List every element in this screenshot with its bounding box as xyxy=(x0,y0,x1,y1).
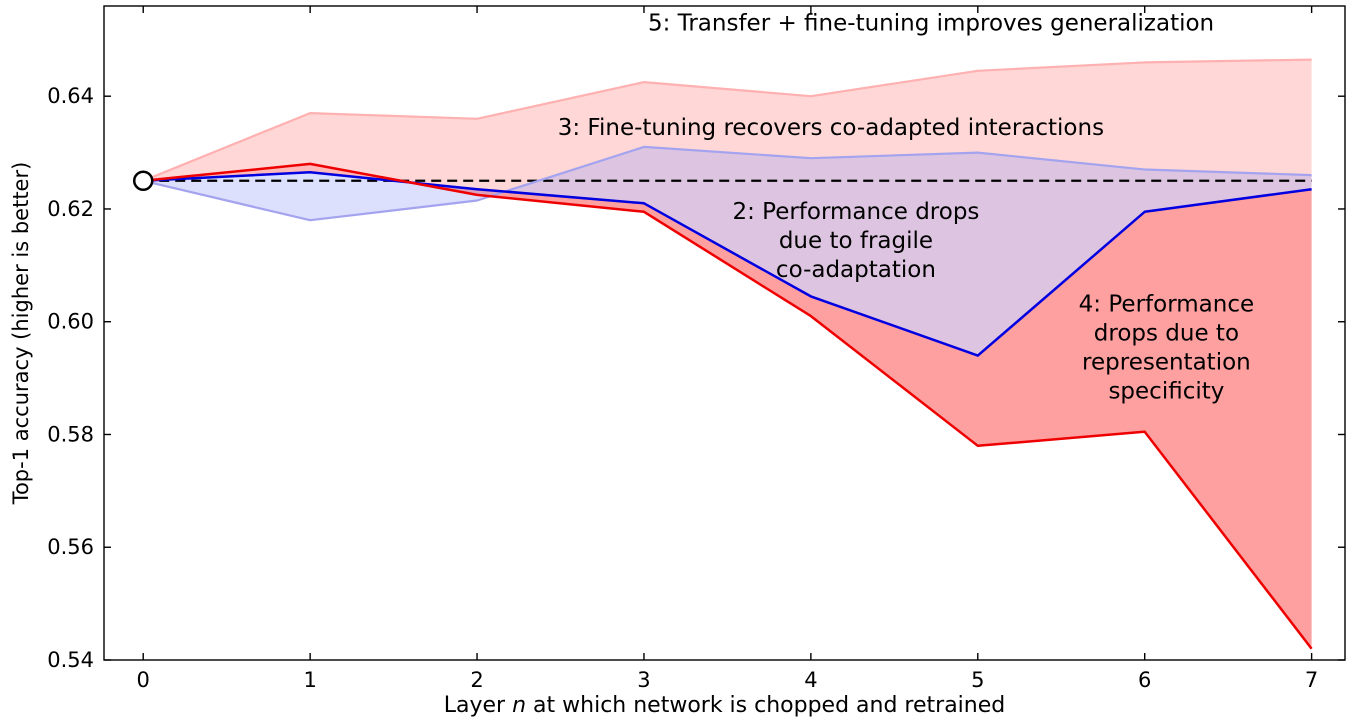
series-line-fragile-coadaptation xyxy=(143,171,1312,357)
fill-region-3-2 xyxy=(143,146,1312,356)
y-tick-label: 0.54 xyxy=(47,648,94,672)
annotation-ann-2-line-1: due to fragile xyxy=(779,228,933,254)
annotation-ann-4-line-0: 4: Performance xyxy=(1079,292,1254,318)
y-tick-label: 0.62 xyxy=(47,197,94,221)
fill-region-5-4 xyxy=(143,59,1312,649)
annotation-ann-3-line-0: 3: Fine-tuning recovers co-adapted inter… xyxy=(558,115,1104,141)
annotation-ann-4-line-2: representation xyxy=(1082,350,1251,376)
annotation-ann-4-line-3: specificity xyxy=(1108,379,1224,405)
y-tick-label: 0.60 xyxy=(47,310,94,334)
series-line-representation-specificity xyxy=(143,162,1313,650)
x-axis-label: Layer n at which network is chopped and … xyxy=(444,693,1005,718)
start-marker xyxy=(132,170,154,192)
x-tick-label: 1 xyxy=(303,668,316,692)
series-line-finetune-recovery xyxy=(142,145,1312,222)
plot-frame xyxy=(103,5,1346,661)
x-tick-label: 0 xyxy=(137,668,150,692)
fill-region-2-4 xyxy=(143,163,1312,649)
annotation-ann-5-line-0: 5: Transfer + fine-tuning improves gener… xyxy=(648,10,1214,36)
x-tick-label: 5 xyxy=(971,668,984,692)
x-tick-label: 7 xyxy=(1305,668,1318,692)
x-tick-label: 3 xyxy=(637,668,650,692)
y-tick-label: 0.56 xyxy=(47,535,94,559)
x-tick-label: 4 xyxy=(804,668,817,692)
series-line-transfer-finetune xyxy=(142,58,1312,182)
y-tick-label: 0.58 xyxy=(47,422,94,446)
annotation-ann-4-line-1: drops due to xyxy=(1094,321,1239,347)
y-axis-label: Top-1 accuracy (higher is better) xyxy=(9,162,33,506)
y-tick-label: 0.64 xyxy=(47,84,94,108)
x-tick-label: 2 xyxy=(470,668,483,692)
annotation-ann-2-line-0: 2: Performance drops xyxy=(732,199,979,225)
x-tick-label: 6 xyxy=(1138,668,1151,692)
annotation-ann-2-line-2: co-adaptation xyxy=(776,257,936,283)
